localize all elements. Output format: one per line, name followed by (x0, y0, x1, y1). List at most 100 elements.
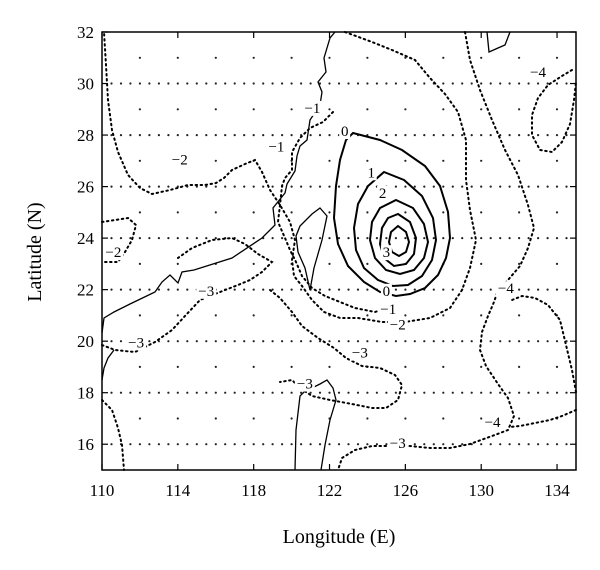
grid-dot (148, 443, 151, 446)
grid-dot (489, 288, 492, 291)
grid-dot (167, 391, 170, 394)
grid-dot (262, 134, 265, 137)
grid-dot (404, 237, 407, 240)
grid-dot (205, 82, 208, 85)
grid-dot (404, 108, 407, 111)
grid-dot (394, 237, 397, 240)
contour-label-bg (169, 152, 190, 168)
grid-dot (328, 365, 331, 368)
grid-dot (148, 391, 151, 394)
positive-contours (332, 131, 452, 298)
contour-minus1 (276, 111, 394, 314)
grid-dot (290, 56, 293, 59)
grid-dot (337, 288, 341, 291)
grid-dot (300, 391, 303, 394)
grid-dot (404, 185, 407, 188)
grid-dot (138, 314, 141, 317)
grid-dot (404, 417, 407, 420)
grid-dot (337, 82, 341, 85)
y-tick-labels: 16 18 20 22 24 26 28 30 32 (77, 23, 95, 454)
x-tick-label: 114 (165, 481, 190, 500)
grid-dot (356, 82, 360, 85)
grid-dot (527, 443, 530, 446)
contour-label-bg (387, 435, 408, 451)
grid-dot (527, 134, 530, 137)
grid-dot (489, 443, 492, 446)
grid-dot (271, 237, 274, 240)
grid-dot (442, 211, 445, 214)
grid-dot (555, 340, 559, 343)
grid-dot (167, 82, 170, 85)
grid-dot (518, 314, 521, 317)
grid-dot (480, 314, 483, 317)
grid-dot (442, 340, 445, 343)
grid-dot (385, 237, 388, 240)
grid-dot (214, 56, 217, 59)
grid-dot (461, 443, 464, 446)
contour-label: 1 (367, 165, 375, 181)
grid-dot (347, 443, 350, 446)
grid-dot (300, 82, 303, 85)
grid-dot (195, 340, 198, 343)
grid-dot (508, 134, 511, 137)
contour-label-backgrounds (103, 64, 549, 451)
grid-dot (148, 185, 151, 188)
grid-dot (119, 340, 123, 343)
grid-dot (375, 237, 378, 240)
grid-dot (110, 443, 113, 446)
grid-dot (176, 417, 179, 420)
grid-dot (442, 443, 445, 446)
grid-dot (480, 237, 483, 240)
grid-dot (262, 82, 265, 85)
grid-dot (129, 82, 132, 85)
grid-dot (546, 443, 549, 446)
contour-minus4-ne (531, 69, 577, 154)
grid-dot (442, 288, 445, 291)
grid-dot (489, 134, 492, 137)
grid-dot (167, 237, 170, 240)
grid-dot (423, 443, 426, 446)
contour-label-bg (339, 124, 351, 140)
grid-dot (480, 417, 483, 420)
grid-dot (499, 185, 502, 188)
grid-dot (537, 82, 540, 85)
grid-dot (262, 185, 265, 188)
grid-dot (281, 288, 284, 291)
grid-dot (290, 340, 293, 343)
grid-dot (110, 237, 113, 240)
contour-label-bg (528, 64, 549, 80)
contour-label: −4 (530, 65, 546, 81)
grid-dot (555, 185, 559, 188)
grid-dot (252, 417, 255, 420)
contour-minus3-bottom-left (101, 399, 125, 471)
grid-dot (224, 185, 227, 188)
grid-dot (252, 108, 255, 111)
grid-dot (375, 391, 378, 394)
grid-dot (337, 391, 341, 394)
grid-dot (451, 82, 454, 85)
grid-dot (404, 340, 407, 343)
grid-dot (432, 391, 435, 394)
y-tick-label: 16 (77, 435, 94, 454)
coastline-hainan (101, 349, 115, 381)
grid-dot (527, 288, 530, 291)
contour-label: −3 (352, 346, 368, 362)
contour-label: −3 (198, 284, 214, 300)
grid-dot (442, 82, 445, 85)
grid-dot (176, 365, 179, 368)
grid-dot (356, 185, 360, 188)
grid-dot (356, 340, 360, 343)
grid-dot (233, 134, 236, 137)
grid-dot (186, 391, 189, 394)
grid-dot (366, 443, 369, 446)
grid-dot (138, 134, 141, 137)
contour-2 (368, 198, 430, 276)
grid-dot (119, 237, 123, 240)
grid-dot (442, 159, 445, 162)
grid-dot (413, 391, 416, 394)
contour-label: −1 (380, 302, 396, 318)
x-tick-label: 122 (317, 481, 343, 500)
contour-label: −2 (105, 245, 121, 261)
grid-dot (442, 108, 445, 111)
